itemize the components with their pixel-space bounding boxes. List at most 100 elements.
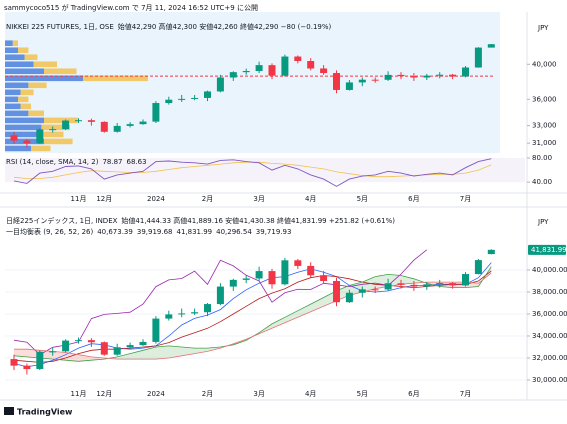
profile-up — [5, 68, 44, 75]
profile-up — [5, 40, 13, 47]
profile-up — [5, 145, 31, 152]
candle-body — [23, 365, 31, 370]
ichimoku-lagging — [13, 249, 428, 356]
profile-down — [20, 103, 31, 110]
x-tick-label: 12月 — [96, 390, 112, 398]
candle-body — [423, 75, 431, 78]
candle-body — [126, 124, 134, 126]
candle-body — [320, 275, 328, 281]
cloud — [155, 345, 169, 360]
candle-body — [474, 47, 482, 68]
candle-body — [281, 260, 289, 285]
x-tick-label: 4月 — [305, 195, 316, 203]
profile-up — [5, 103, 21, 110]
legend-values: 始値42,290 高値42,300 安値42,260 終値42,290 −80 … — [118, 22, 332, 31]
y-tick-label: 36,000 — [532, 95, 557, 103]
profile-down — [41, 124, 70, 131]
candle-body — [100, 342, 108, 355]
profile-down — [44, 117, 78, 124]
profile-up — [5, 54, 25, 61]
rsi-line — [13, 158, 492, 187]
candle-body — [294, 260, 302, 266]
candle-body — [178, 98, 186, 100]
y-tick-label: 40,000 — [532, 60, 557, 68]
candle-body — [165, 99, 173, 104]
x-tick-label: 12月 — [96, 195, 112, 203]
candle-body — [410, 76, 418, 78]
x-tick-label: 2月 — [202, 390, 213, 398]
price-tag-label: 41,831.99 — [531, 246, 567, 254]
rsi-value: 78.87 — [102, 158, 122, 166]
rsi-label: RSI (14, close, SMA, 14, 2) — [6, 158, 99, 166]
profile-up — [5, 131, 38, 138]
profile-down — [12, 40, 18, 47]
profile-down — [31, 145, 51, 152]
candle-body — [62, 340, 70, 352]
profile-up — [5, 75, 83, 82]
candle-body — [371, 289, 379, 291]
cloud — [52, 351, 66, 361]
candle-body — [216, 286, 224, 305]
candle-body — [23, 140, 31, 144]
profile-up — [5, 89, 21, 96]
x-tick-label: 11月 — [71, 195, 87, 203]
y-tick-label: 33,000 — [532, 122, 557, 130]
profile-down — [44, 68, 77, 75]
indicator-value: 40,673.39 — [97, 228, 133, 236]
candle-body — [229, 279, 237, 287]
x-tick-label: 5月 — [357, 195, 368, 203]
legend-title: NIKKEI 225 FUTURES, 1日, OSE — [6, 23, 114, 31]
candle-body — [384, 74, 392, 80]
candle-body — [75, 120, 82, 122]
y-tick-label: 31,000 — [532, 139, 557, 147]
x-tick-label: 2月 — [202, 195, 213, 203]
legend-values: 始値41,444.33 高値41,889.16 安値41,430.38 終値41… — [121, 216, 395, 225]
candle-body — [397, 74, 405, 77]
candle-body — [49, 351, 57, 353]
candle-body — [462, 274, 469, 286]
candle-body — [113, 125, 121, 132]
candle-body — [229, 72, 237, 78]
cloud — [310, 297, 324, 312]
cloud — [117, 353, 131, 360]
cloud — [401, 275, 414, 285]
candle-body — [345, 292, 353, 303]
candle-body — [294, 56, 302, 62]
candle-body — [345, 82, 353, 90]
price-tag — [528, 244, 566, 255]
candle-body — [126, 345, 134, 348]
y-tick-label: 36,000.00 — [532, 310, 567, 318]
x-tick-label: 7月 — [460, 390, 471, 398]
x-tick-label: 3月 — [253, 195, 264, 203]
candle-body — [397, 283, 405, 285]
candle-body — [152, 103, 160, 122]
candle-body — [36, 351, 44, 369]
x-tick-label: 11月 — [71, 390, 87, 398]
candle-body — [113, 347, 121, 355]
cloud — [297, 304, 311, 318]
candle-body — [87, 120, 95, 122]
candle-body — [62, 120, 70, 130]
y-tick-label: 38,000.00 — [532, 288, 567, 296]
candle-body — [152, 318, 160, 342]
indicator-label: 一目均衡表 (9, 26, 52, 26) — [6, 227, 93, 236]
candle-body — [191, 312, 199, 314]
x-tick-label: 7月 — [460, 195, 471, 203]
logo — [4, 407, 14, 415]
candle-body — [307, 61, 315, 69]
candle-body — [165, 314, 173, 319]
candle-body — [204, 304, 211, 313]
indicator-value: 41,831.99 — [177, 228, 213, 236]
candle-body — [100, 121, 108, 132]
profile-down — [33, 61, 57, 68]
candle-body — [178, 313, 186, 315]
header: sammycoco515 が TradingView.com で 7月 11, … — [4, 3, 258, 12]
profile-down — [18, 96, 29, 103]
candle-body — [358, 289, 366, 293]
cloud — [14, 349, 27, 357]
profile-down — [24, 54, 38, 61]
candle-body — [268, 65, 276, 76]
candle-body — [242, 278, 250, 280]
profile-down — [28, 82, 47, 89]
